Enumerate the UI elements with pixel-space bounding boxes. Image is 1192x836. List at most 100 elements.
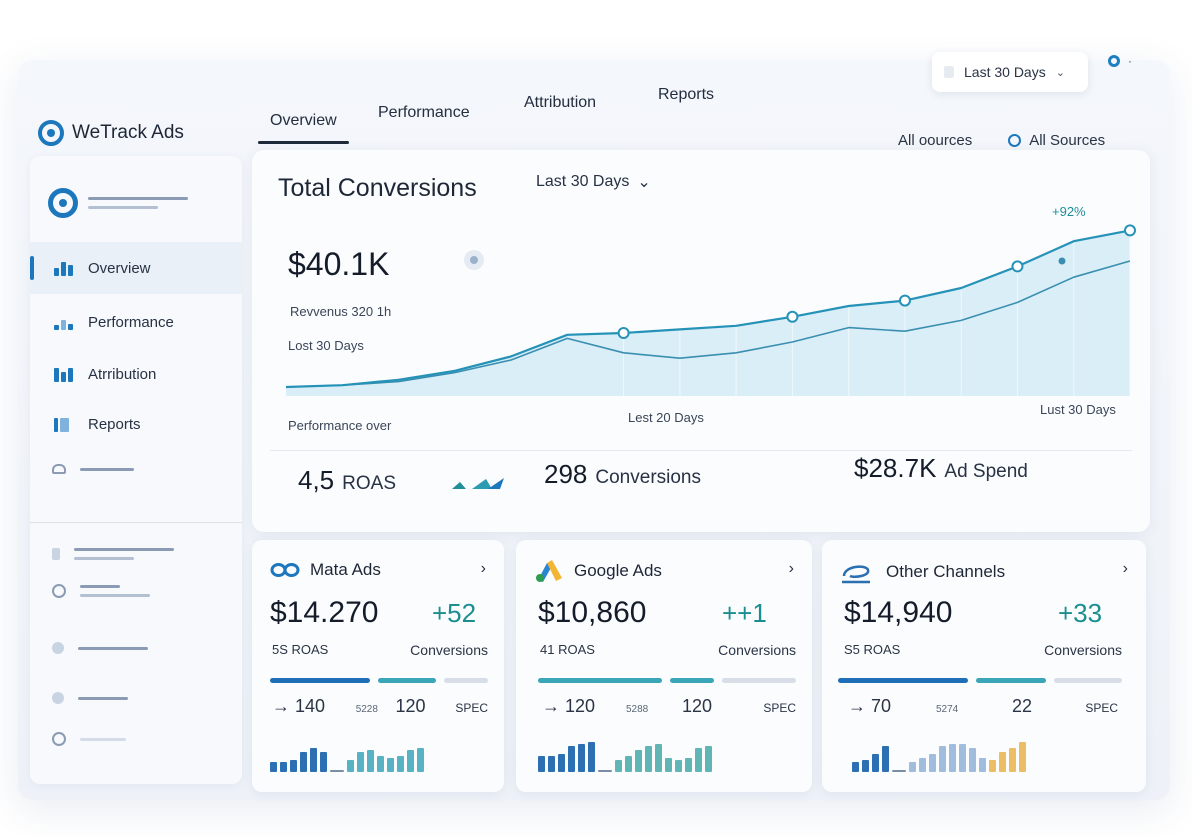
date-range-label: Last 30 Days xyxy=(964,64,1046,80)
app-logo[interactable]: WeTrack Ads xyxy=(38,120,184,146)
channel-name: Google Ads xyxy=(574,561,662,580)
calendar-icon xyxy=(944,66,954,78)
filter-all-sources[interactable]: All oources xyxy=(898,132,973,149)
sidebar-item-reports[interactable]: Reports xyxy=(30,398,242,450)
channel-card-meta[interactable]: Mata Ads › $14.270 +52 5S ROAS Conversio… xyxy=(252,540,504,792)
channel-roas: 41 ROAS xyxy=(540,642,595,657)
sparkline-bar xyxy=(588,742,595,772)
sidebar-profile[interactable] xyxy=(48,188,188,218)
sparkline-bar xyxy=(290,760,297,772)
file-icon xyxy=(52,548,60,560)
dot-icon xyxy=(52,692,64,704)
sidebar-item-placeholder[interactable] xyxy=(52,692,128,704)
sidebar-item-label: Atrribution xyxy=(88,365,157,383)
channel-conversions-label: Conversions xyxy=(718,642,796,658)
chart-area-fill xyxy=(286,230,1130,396)
other-channels-icon xyxy=(842,565,870,584)
total-value: $40.1K xyxy=(288,246,390,282)
profile-menu[interactable]: · xyxy=(1096,46,1154,76)
dot-icon xyxy=(52,642,64,654)
sparkline-bar xyxy=(909,762,916,772)
sparkline-bar xyxy=(548,756,555,772)
stat-conversions-value: 298 xyxy=(544,459,588,489)
tab-attribution[interactable]: Attribution xyxy=(524,94,597,111)
channel-card-google[interactable]: Google Ads › $10,860 ++1 41 ROAS Convers… xyxy=(516,540,812,792)
sidebar-item-placeholder[interactable] xyxy=(52,584,150,598)
chevron-down-icon: ⌄ xyxy=(1055,66,1065,79)
attribution-icon xyxy=(54,366,74,382)
more-icon: · xyxy=(1128,54,1132,68)
chart-point[interactable] xyxy=(786,310,799,323)
sparkline-bar xyxy=(407,750,414,772)
channel-metric-1: → 70 xyxy=(848,696,892,716)
filter-sources-label: All Sources xyxy=(1029,132,1106,149)
x-axis-label-mid: Lest 20 Days xyxy=(628,410,704,425)
sparkline-bar xyxy=(568,746,575,772)
channel-header: Mata Ads xyxy=(270,560,381,580)
date-range-picker[interactable]: Last 30 Days ⌄ xyxy=(932,52,1088,92)
profile-icon xyxy=(1108,55,1120,67)
channel-metrics: → 70 5274 22 SPEC xyxy=(848,696,1118,717)
sparkline-bar xyxy=(357,752,364,772)
total-conversions-card: Total Conversions Last 30 Days ⌄ $40.1K … xyxy=(252,150,1150,532)
x-axis-label-right: Lust 30 Days xyxy=(1040,402,1116,417)
sidebar-item-placeholder[interactable] xyxy=(52,464,134,474)
channel-metric-4: SPEC xyxy=(763,701,796,715)
channel-value: $14,940 xyxy=(844,596,953,629)
tab-performance[interactable]: Performance xyxy=(378,104,470,121)
tab-overview[interactable]: Overview xyxy=(258,112,349,144)
stat-roas-value: 4,5 xyxy=(298,465,335,495)
sparkline-bar xyxy=(1009,748,1016,772)
sidebar-item-placeholder[interactable] xyxy=(52,732,126,746)
sparkline-bar xyxy=(959,744,966,772)
chart-point[interactable] xyxy=(1011,260,1024,273)
conversions-chart xyxy=(285,224,1136,396)
card-range-label: Last 30 Days xyxy=(536,173,630,190)
sparkline-bar xyxy=(872,754,879,772)
sidebar-item-performance[interactable]: Performance xyxy=(30,296,242,348)
tab-reports[interactable]: Reports xyxy=(658,86,715,103)
sparkline-bar xyxy=(675,760,682,772)
channel-name: Mata Ads xyxy=(310,560,381,579)
sparkline-bar xyxy=(578,744,585,772)
chart-point[interactable] xyxy=(617,327,630,339)
channel-progress xyxy=(538,678,796,684)
channel-conversions-label: Conversions xyxy=(1044,642,1122,658)
chart-series-1-line xyxy=(285,229,1131,389)
channel-progress xyxy=(270,678,488,684)
sidebar-item-placeholder[interactable] xyxy=(52,548,174,560)
channel-metrics: → 120 5288 120 SPEC xyxy=(542,696,796,717)
filter-sources[interactable]: All Sources xyxy=(1008,132,1105,149)
chevron-right-icon[interactable]: › xyxy=(788,560,794,577)
sparkline-bar xyxy=(862,760,869,772)
channel-metric-3: 120 xyxy=(682,696,713,716)
sidebar-item-attribution[interactable]: Atrribution xyxy=(30,348,242,400)
sparkline-bar xyxy=(615,760,622,772)
sparkline-bar xyxy=(979,758,986,772)
channel-card-other[interactable]: Other Channels › $14,940 +33 S5 ROAS Con… xyxy=(822,540,1146,792)
sparkline-bar xyxy=(310,748,317,772)
chart-point[interactable] xyxy=(1124,224,1136,237)
sparkline-bar xyxy=(320,752,327,772)
stat-roas-label: ROAS xyxy=(342,473,397,494)
channel-progress xyxy=(838,678,1122,684)
card-range-dropdown[interactable]: Last 30 Days ⌄ xyxy=(536,172,651,192)
sparkline-bar xyxy=(397,756,404,772)
chart-point[interactable] xyxy=(898,294,911,307)
sidebar-item-placeholder[interactable] xyxy=(52,642,148,654)
sidebar-item-overview[interactable]: Overview xyxy=(30,242,242,294)
chevron-right-icon[interactable]: › xyxy=(1122,560,1128,577)
channel-header: Google Ads xyxy=(534,560,662,582)
channel-metric-2: 5228 xyxy=(355,704,378,715)
info-icon[interactable] xyxy=(464,250,484,270)
channel-metrics: → 140 5228 120 SPEC xyxy=(272,696,488,717)
sparkline-bar xyxy=(695,748,702,772)
sparkline-gap xyxy=(598,770,612,772)
channel-sparkline xyxy=(852,738,1026,772)
sparkline-bar xyxy=(705,746,712,772)
stat-ad-spend-value: $28.7K xyxy=(854,453,937,483)
chevron-right-icon[interactable]: › xyxy=(480,560,486,577)
sparkline-gap xyxy=(892,770,906,772)
sparkline-bar xyxy=(280,762,287,772)
sidebar-divider xyxy=(30,522,242,523)
